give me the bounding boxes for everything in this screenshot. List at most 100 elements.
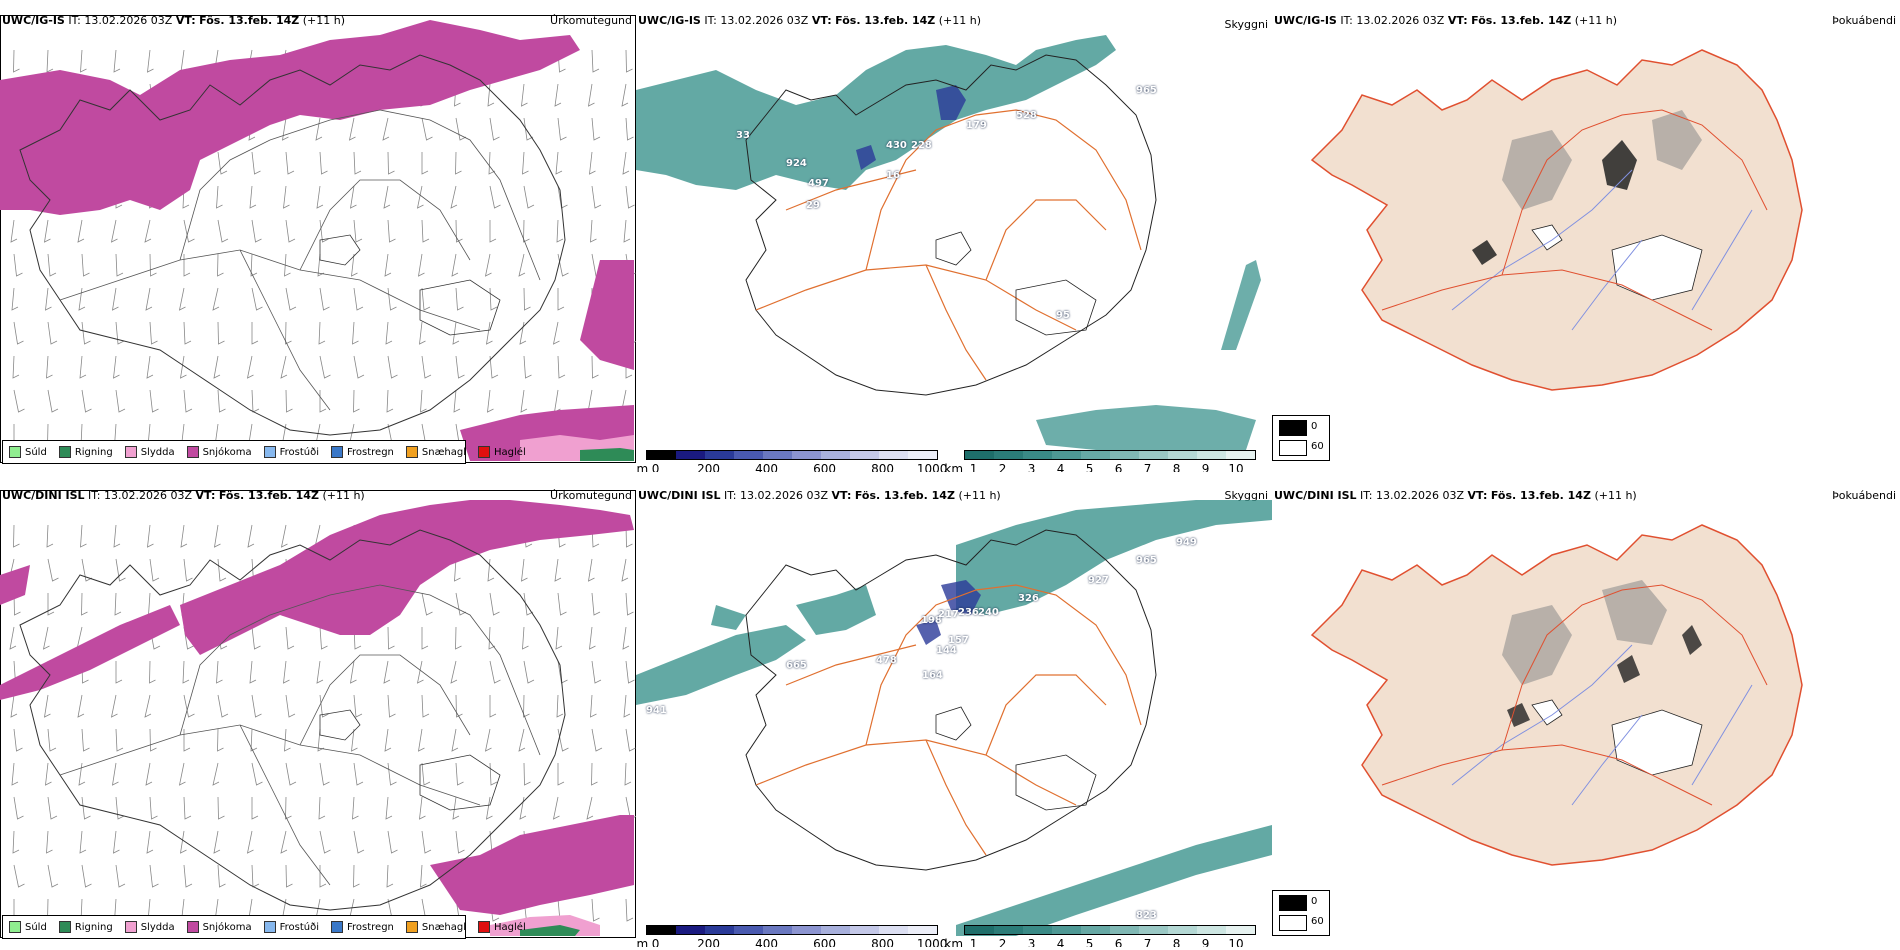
wind-barb: [621, 558, 629, 582]
colorbar-tick: 4: [1056, 937, 1065, 947]
wind-barb: [182, 660, 190, 684]
wind-barb: [251, 864, 260, 888]
wind-barb: [625, 49, 633, 73]
colorbar-tick: 1: [969, 937, 978, 947]
wind-barb: [183, 254, 191, 277]
wind-barb: [523, 287, 531, 311]
glacier-outline: [935, 706, 1097, 811]
wind-barb: [318, 796, 326, 820]
wind-barb: [47, 864, 59, 888]
wind-barb: [453, 389, 461, 413]
wind-barb: [217, 321, 225, 345]
wind-barb: [489, 185, 501, 209]
wind-barb: [521, 83, 528, 107]
legend-swatch: [124, 921, 137, 933]
panel-header: UWC/DINI ISL IT: 13.02.2026 03Z VT: Fös.…: [1274, 489, 1637, 502]
wind-barb: [625, 660, 635, 684]
ceiling-panel-bottom: UWC/DINI ISL IT: 13.02.2026 03Z VT: Fös.…: [636, 485, 1272, 947]
ceiling-value-label: 924: [786, 158, 807, 169]
wind-barb: [622, 626, 630, 650]
colorbar-tick: 9: [1201, 462, 1210, 472]
wind-barb: [387, 219, 396, 243]
wind-barb: [523, 694, 530, 718]
ceiling-value-label: 144: [936, 645, 957, 656]
fog-legend-swatch-high: [1279, 420, 1307, 436]
wind-barb: [12, 830, 20, 854]
wind-barb: [77, 694, 85, 718]
legend-label: Rigning: [74, 921, 113, 933]
vt-value: Fös. 13.feb. 14Z: [199, 14, 300, 27]
precip-map-top: [0, 20, 636, 461]
wind-barb: [387, 830, 398, 854]
visibility-area-south: [1036, 405, 1256, 455]
colorbar-tick: 8: [1172, 937, 1181, 947]
legend-swatch: [58, 446, 71, 458]
wind-barb: [319, 626, 328, 650]
legend-label: Rigning: [74, 446, 113, 458]
wind-barb: [455, 762, 464, 786]
ceiling-value-label: 157: [948, 635, 969, 646]
wind-barb: [46, 355, 53, 379]
ceiling-value-label: 965: [1136, 85, 1157, 96]
legend-label: Snæhagl: [421, 921, 467, 933]
wind-barb: [149, 796, 158, 820]
legend-label: Haglél: [494, 921, 526, 933]
legend-item: Frostúði: [263, 921, 319, 933]
colorbar-tick: 800: [871, 462, 895, 472]
visibility-area-south: [956, 825, 1272, 936]
wind-barb: [78, 762, 86, 786]
wind-barb: [591, 355, 599, 379]
ceiling-area-low: [856, 85, 966, 170]
wind-barb: [280, 355, 288, 379]
wind-barb: [81, 321, 91, 345]
colorbar-tick: 2: [998, 937, 1007, 947]
colorbar-unit: m: [636, 462, 649, 472]
road-network: [1381, 109, 1768, 331]
wind-barb: [420, 389, 427, 413]
wind-barb: [421, 117, 433, 141]
wind-barb: [251, 626, 261, 650]
wind-barb: [421, 627, 429, 650]
wind-barb: [78, 287, 86, 311]
wind-barb: [42, 626, 50, 650]
wind-barb: [522, 626, 529, 650]
fog-legend-swatch-high: [1279, 895, 1307, 911]
wind-barb: [484, 728, 492, 752]
wind-barb: [557, 355, 566, 379]
wind-barb: [485, 321, 493, 345]
wind-barb: [416, 660, 424, 684]
wind-barb: [591, 49, 600, 73]
it-label: IT:: [68, 14, 81, 27]
wind-barb: [217, 728, 224, 752]
wind-barb: [10, 219, 18, 243]
wind-barb: [283, 660, 290, 684]
wind-barb: [451, 253, 459, 277]
colorbar-tick: 800: [871, 937, 895, 947]
wind-barb: [144, 219, 152, 243]
wind-barb: [178, 762, 186, 786]
wind-barb: [489, 117, 500, 141]
wind-barb: [353, 151, 362, 175]
wind-barb: [145, 287, 153, 311]
wind-barb: [419, 321, 426, 345]
wind-barb: [285, 151, 295, 175]
ceiling-value-label: 326: [1018, 593, 1039, 604]
ceiling-colorbar-strip: [646, 925, 938, 935]
wind-barb: [45, 287, 52, 311]
wind-barb: [557, 592, 567, 616]
ceiling-value-label: 217: [938, 609, 959, 620]
wind-barb: [455, 117, 467, 141]
wind-barb: [624, 762, 632, 786]
wind-barb: [353, 219, 363, 243]
wind-barb: [217, 219, 229, 243]
wind-barb: [285, 626, 295, 650]
wind-barb: [113, 355, 120, 379]
wind-barb: [455, 694, 463, 718]
wind-barb: [586, 796, 594, 820]
it-value: 13.02.2026 03Z: [720, 14, 809, 27]
wind-barb: [216, 185, 223, 209]
wind-barb: [625, 185, 635, 209]
legend-label: Snjókoma: [202, 446, 252, 458]
wind-barb: [591, 185, 602, 209]
wind-barb: [521, 558, 528, 582]
